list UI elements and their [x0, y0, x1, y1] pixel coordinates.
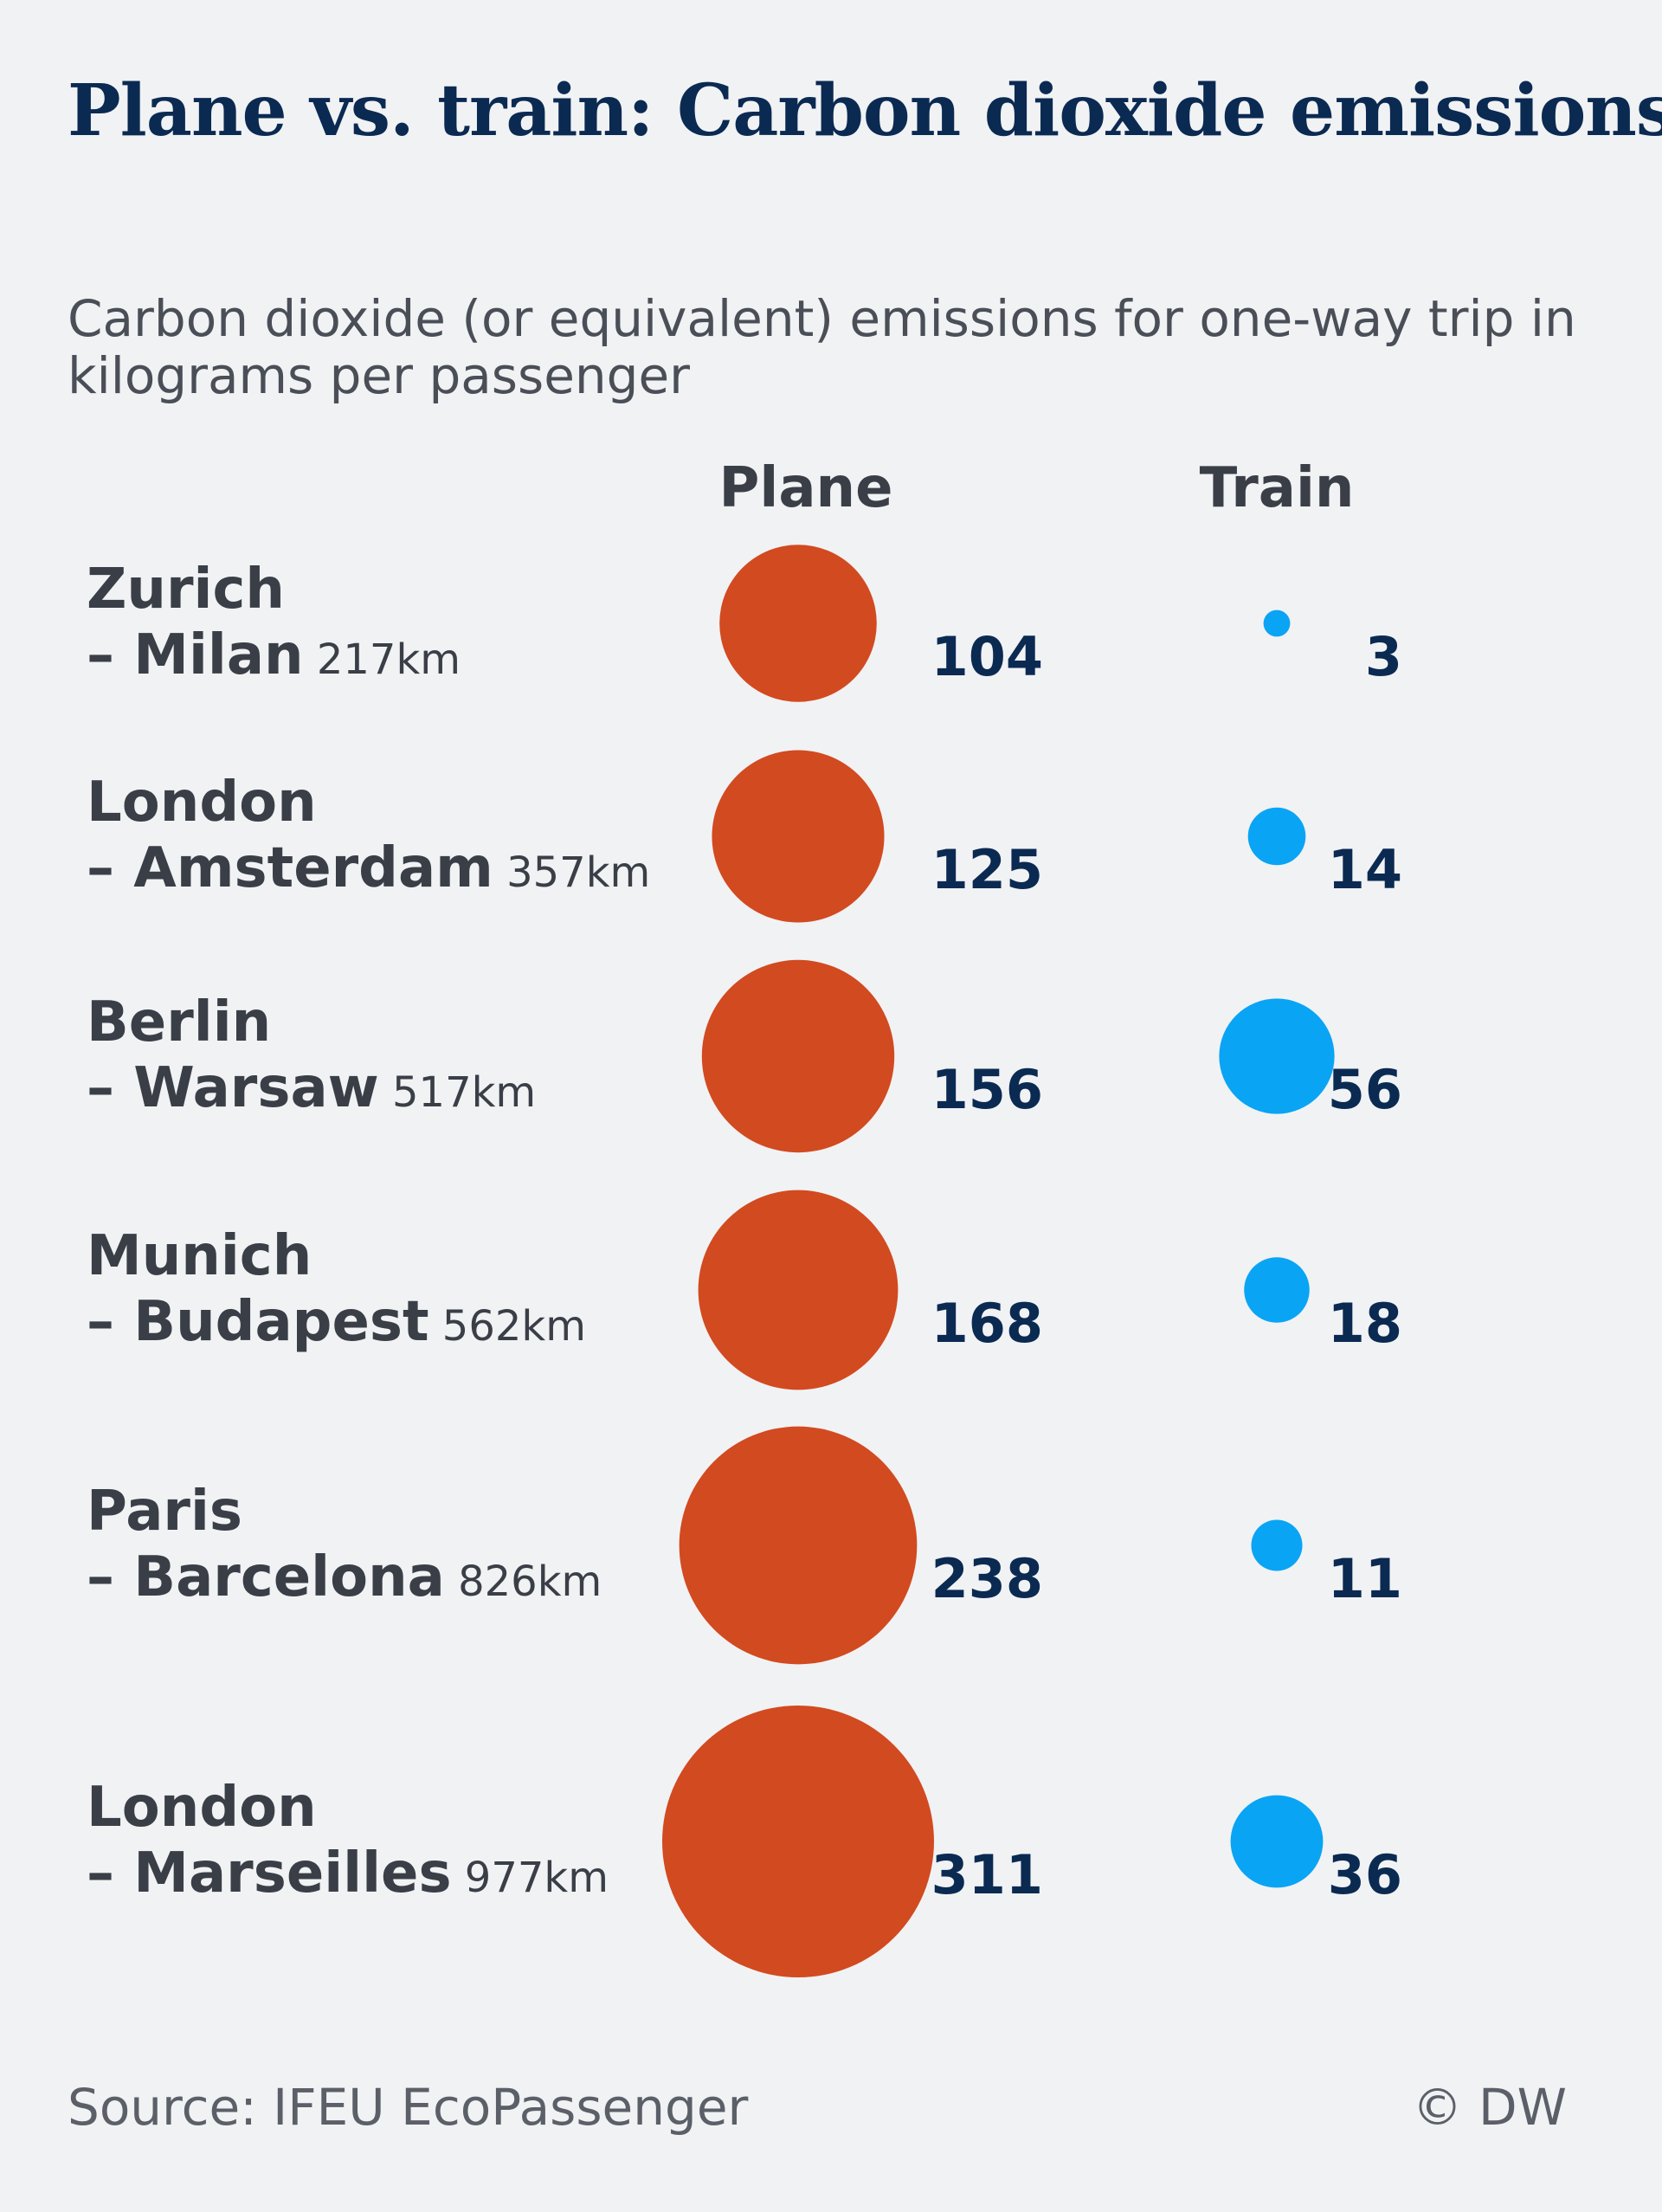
plane-value-label: 104: [931, 625, 1043, 688]
route-origin-label: Berlin: [87, 990, 271, 1054]
train-value-label: 56: [1328, 1058, 1402, 1121]
train-bubble: [1263, 609, 1291, 637]
plane-value-label: 156: [931, 1058, 1043, 1121]
plane-bubble: [701, 959, 895, 1153]
route-distance-label: 357km: [493, 848, 650, 897]
route-destination-label: – Marseilles 977km: [87, 1841, 609, 1906]
route-destination-label: – Budapest 562km: [87, 1290, 586, 1354]
plane-value-label: 238: [931, 1547, 1043, 1610]
plane-value-label: 125: [931, 838, 1043, 901]
plane-bubble: [719, 545, 877, 702]
plane-bubble: [698, 1190, 899, 1390]
train-value-label: 18: [1328, 1292, 1402, 1355]
route-distance-label: 217km: [304, 635, 461, 684]
route-destination-label: – Amsterdam 357km: [87, 836, 650, 900]
plane-value-label: 168: [931, 1292, 1043, 1355]
route-origin-label: London: [87, 1776, 317, 1840]
route-distance-label: 517km: [379, 1068, 536, 1117]
train-bubble: [1230, 1795, 1324, 1888]
train-bubble: [1247, 807, 1306, 866]
chart-title: Plane vs. train: Carbon dioxide emission…: [68, 69, 1662, 152]
route-origin-label: Munich: [87, 1224, 312, 1288]
train-bubble: [1244, 1257, 1310, 1323]
route-origin-label: London: [87, 771, 317, 835]
route-origin-label: Paris: [87, 1480, 242, 1544]
train-bubble: [1251, 1519, 1303, 1571]
train-value-label: 36: [1328, 1843, 1402, 1906]
column-header-train: Train: [1200, 456, 1355, 520]
route-destination-label: – Barcelona 826km: [87, 1545, 602, 1609]
train-value-label: 3: [1365, 625, 1402, 688]
train-value-label: 11: [1328, 1547, 1402, 1610]
route-distance-label: 562km: [429, 1302, 586, 1351]
route-distance-label: 826km: [445, 1557, 602, 1606]
plane-bubble: [679, 1426, 918, 1665]
route-origin-label: Zurich: [87, 558, 285, 622]
source-note: Source: IFEU EcoPassenger: [68, 2078, 749, 2137]
chart-subtitle: Carbon dioxide (or equivalent) emissions…: [68, 289, 1576, 405]
train-value-label: 14: [1328, 838, 1402, 901]
plane-bubble: [712, 750, 885, 923]
plane-bubble: [662, 1706, 934, 1977]
column-header-plane: Plane: [719, 456, 893, 520]
copyright-note: © DW: [1412, 2078, 1567, 2137]
route-destination-label: – Warsaw 517km: [87, 1056, 536, 1120]
train-bubble: [1219, 998, 1335, 1114]
plane-value-label: 311: [931, 1843, 1043, 1906]
route-destination-label: – Milan 217km: [87, 623, 461, 687]
route-distance-label: 977km: [452, 1854, 609, 1902]
